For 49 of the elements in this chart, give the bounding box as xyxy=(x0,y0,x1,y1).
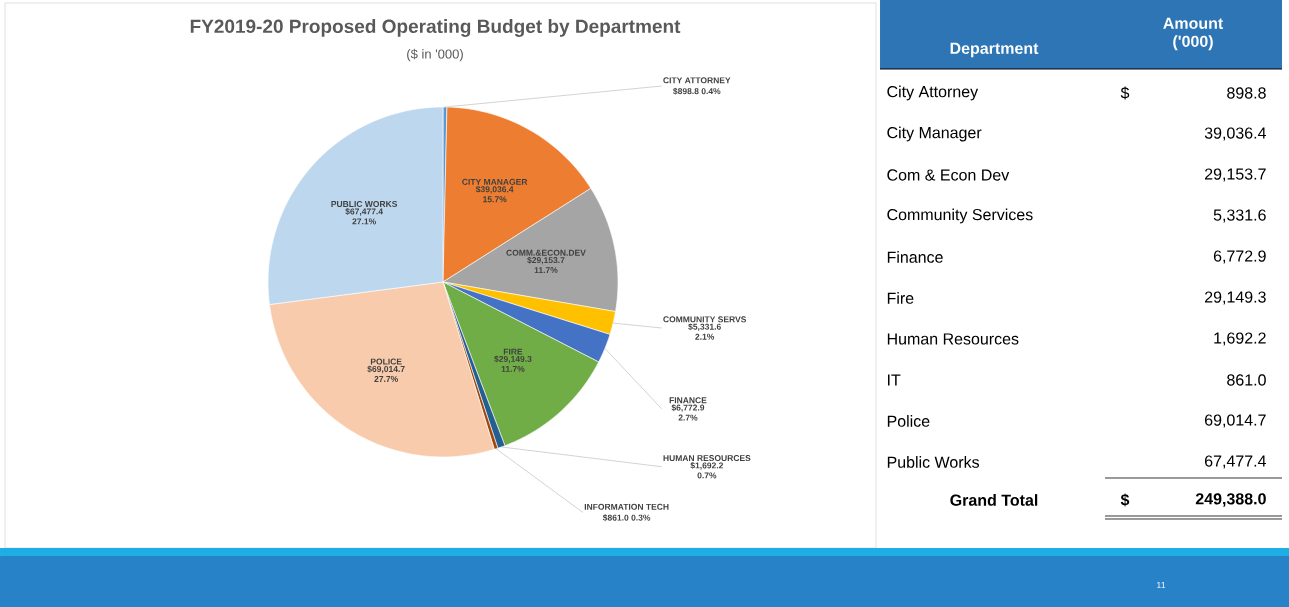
data-label: $29,153.7 11.7% xyxy=(527,256,565,274)
data-label: 861.0 xyxy=(1227,374,1266,386)
slice-label: COMMUNITY SERVS xyxy=(663,316,747,323)
slice-label: COMM.&ECON.DEV xyxy=(506,249,586,256)
slice-label: HUMAN RESOURCES xyxy=(663,455,751,462)
text: 11 xyxy=(1157,581,1166,589)
data-label: 67,477.4 xyxy=(1205,455,1266,469)
chart-title: FY2019-20 Proposed Operating Budget by Department xyxy=(190,19,681,37)
data-label: 898.8 xyxy=(1227,87,1266,99)
data-label: $861.0 0.3% xyxy=(602,514,651,522)
category-label: Fire xyxy=(887,292,914,304)
data-label: $898.8 0.4% xyxy=(673,87,721,95)
data-label: $1,692.2 0.7% xyxy=(690,462,724,479)
text: 249,388.0 xyxy=(1195,493,1266,507)
data-label: $69,014.7 27.7% xyxy=(367,365,405,382)
data-label: $5,331.6 2.1% xyxy=(688,323,721,340)
category-label: Police xyxy=(887,415,930,427)
category-label: City Attorney xyxy=(887,85,979,101)
text: $ xyxy=(1120,493,1130,507)
category-label: Finance xyxy=(887,251,943,263)
data-label: $67,477.4 27.1% xyxy=(345,208,383,225)
data-label: 39,036.4 xyxy=(1204,127,1266,141)
data-label: $39,036.4 15.7% xyxy=(475,185,514,203)
slice-label: FINANCE xyxy=(669,397,707,404)
slice-label: PUBLIC WORKS xyxy=(331,201,398,208)
data-label: 1,692.2 xyxy=(1214,332,1266,346)
text: Grand Total xyxy=(950,494,1038,506)
data-label: $6,772.9 2.7% xyxy=(671,404,705,421)
category-label: IT xyxy=(888,374,901,386)
slice-label: CITY MANAGER xyxy=(462,178,528,185)
data-label: 69,014.7 xyxy=(1205,414,1266,428)
slice-label: INFORMATION TECH xyxy=(584,503,669,510)
text: Department xyxy=(950,42,1039,58)
slice-label: CITY ATTORNEY xyxy=(663,77,731,84)
data-label: 6,772.9 xyxy=(1213,250,1266,264)
text: $ xyxy=(1120,86,1130,100)
category-label: Community Services xyxy=(887,208,1033,224)
category-label: Com & Econ Dev xyxy=(887,169,1010,181)
category-label: City Manager xyxy=(887,126,982,142)
data-label: 29,153.7 xyxy=(1205,168,1266,182)
category-label: Public Works xyxy=(887,456,980,468)
category-label: Human Resources xyxy=(887,333,1019,345)
slice-label: POLICE xyxy=(370,358,402,365)
data-label: 5,331.6 xyxy=(1213,209,1266,223)
data-label: $29,149.3 11.7% xyxy=(494,355,532,372)
chart-subtitle: ($ in '000) xyxy=(407,48,463,62)
text: Amount ('000) xyxy=(1163,17,1224,51)
data-label: 29,149.3 xyxy=(1205,291,1266,305)
slice-label: FIRE xyxy=(503,348,523,355)
